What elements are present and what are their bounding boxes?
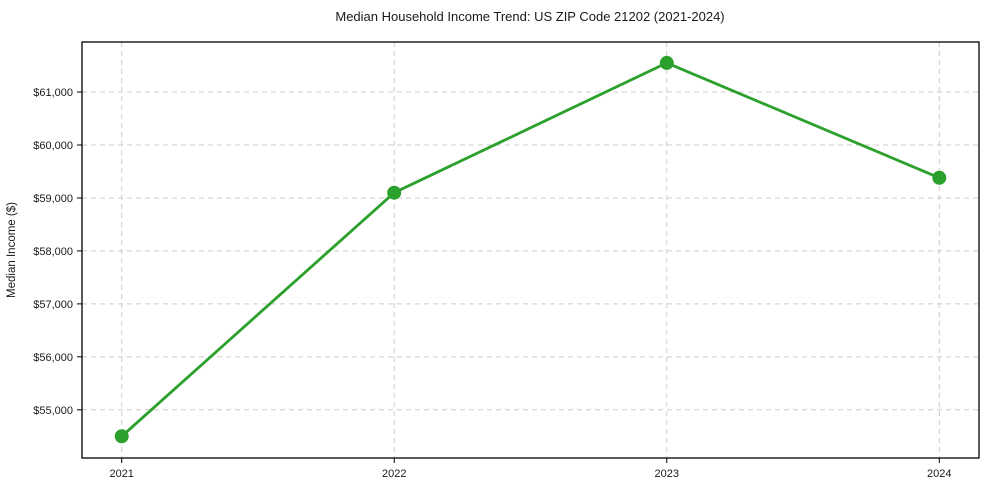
data-point-2023	[659, 55, 674, 70]
y-tick-label: $60,000	[33, 140, 73, 152]
x-tick-label: 2021	[109, 468, 133, 480]
x-tick-label: 2024	[927, 468, 951, 480]
plot-border	[81, 41, 980, 459]
y-axis-label: Median Income ($)	[6, 202, 18, 298]
y-tick-label: $57,000	[33, 299, 73, 311]
y-tick-label: $58,000	[33, 246, 73, 258]
trend-line	[120, 61, 941, 438]
y-tick-label: $59,000	[33, 193, 73, 205]
y-tick-label: $55,000	[33, 405, 73, 417]
x-tick-label: 2022	[382, 468, 406, 480]
data-point-2024	[932, 170, 947, 185]
series-layer	[114, 55, 947, 444]
y-tick-label: $61,000	[33, 87, 73, 99]
grid-layer	[82, 42, 979, 458]
y-tick-label: $56,000	[33, 352, 73, 364]
tick-layer: $55,000 $56,000 $57,000 $58,000 $59,000 $60,0…	[33, 87, 951, 480]
data-point-2021	[114, 429, 129, 444]
data-point-2022	[387, 185, 402, 200]
x-tick-label: 2023	[655, 468, 679, 480]
axes-spines	[81, 41, 980, 459]
chart-title: Median Household Income Trend: US ZIP Co…	[335, 9, 724, 24]
